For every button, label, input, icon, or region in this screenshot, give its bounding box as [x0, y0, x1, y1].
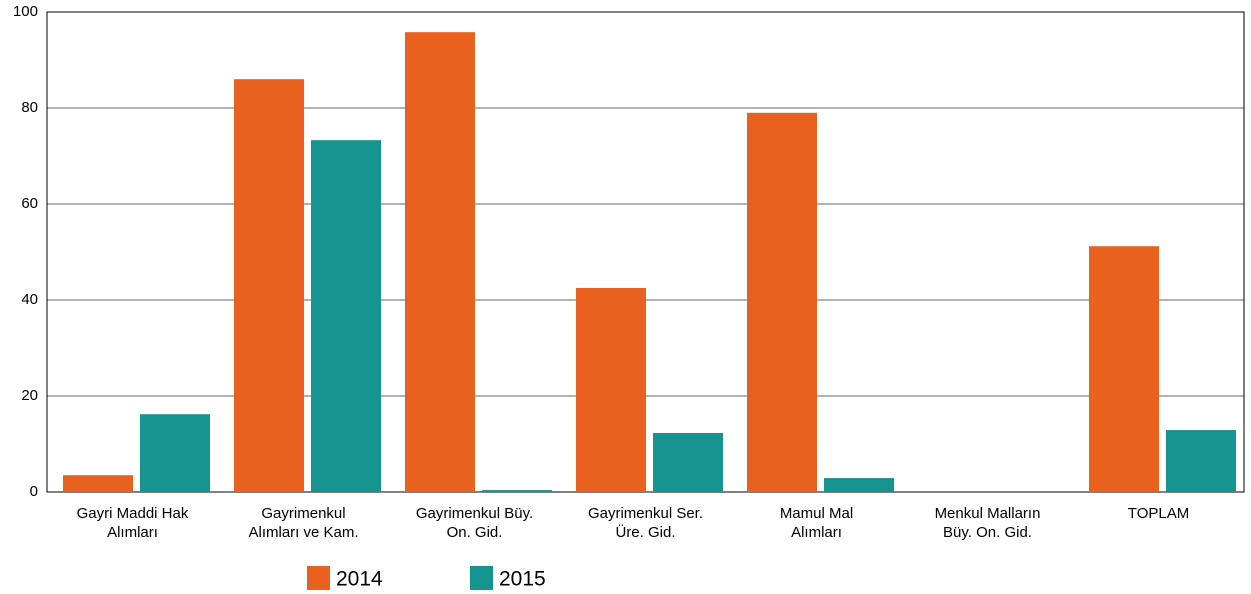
x-tick-label-line: Gayrimenkul Ser.	[588, 505, 703, 522]
bar	[824, 478, 894, 492]
bar	[1089, 246, 1159, 492]
y-tick-label: 100	[13, 3, 38, 20]
x-tick-label: Gayrimenkul Büy. On. Gid.	[416, 505, 533, 541]
x-tick-label: TOPLAM	[1128, 505, 1189, 522]
bar	[576, 288, 646, 492]
bar	[1166, 430, 1236, 492]
bar	[63, 475, 133, 492]
x-tick-label-line: Gayrimenkul	[261, 505, 345, 522]
x-tick-label-line: Gayri Maddi Hak	[77, 505, 189, 522]
bar	[311, 140, 381, 492]
y-tick-label: 20	[21, 387, 38, 404]
bar	[405, 32, 475, 492]
legend-label: 2015	[499, 568, 546, 591]
x-tick-label-line: Alımları	[791, 524, 842, 541]
x-tick-label-line: Alımları ve Kam.	[248, 524, 358, 541]
bar	[653, 432, 723, 492]
x-tick-label-line: TOPLAM	[1128, 505, 1189, 522]
x-tick-label: Menkul Malların Büy. On. Gid.	[935, 505, 1041, 541]
bar	[482, 490, 552, 492]
legend-label: 2014	[336, 568, 383, 591]
bar	[747, 112, 817, 493]
y-tick-label: 0	[30, 483, 38, 500]
x-tick-label: Gayrimenkul Ser. Üre. Gid.	[588, 505, 703, 541]
x-tick-label-line: Mamul Mal	[780, 505, 853, 522]
y-tick-label: 80	[21, 99, 38, 116]
x-tick-label-line: Üre. Gid.	[615, 523, 675, 541]
legend-swatch	[307, 566, 330, 590]
y-tick-label: 40	[21, 291, 38, 308]
x-tick-label: Gayri Maddi Hak Alımları	[77, 505, 189, 541]
legend-swatch	[470, 566, 493, 590]
x-tick-label: Gayrimenkul Alımları ve Kam.	[248, 505, 358, 541]
x-tick-label: Mamul Mal Alımları	[780, 505, 853, 541]
x-tick-label-line: Menkul Malların	[935, 505, 1041, 522]
x-tick-label-line: Gayrimenkul Büy.	[416, 505, 533, 522]
y-tick-label: 60	[21, 195, 38, 212]
bar	[140, 414, 210, 492]
bar	[234, 79, 304, 492]
x-tick-label-line: Alımları	[107, 524, 158, 541]
x-tick-label-line: Büy. On. Gid.	[943, 524, 1032, 541]
x-tick-label-line: On. Gid.	[447, 524, 503, 541]
